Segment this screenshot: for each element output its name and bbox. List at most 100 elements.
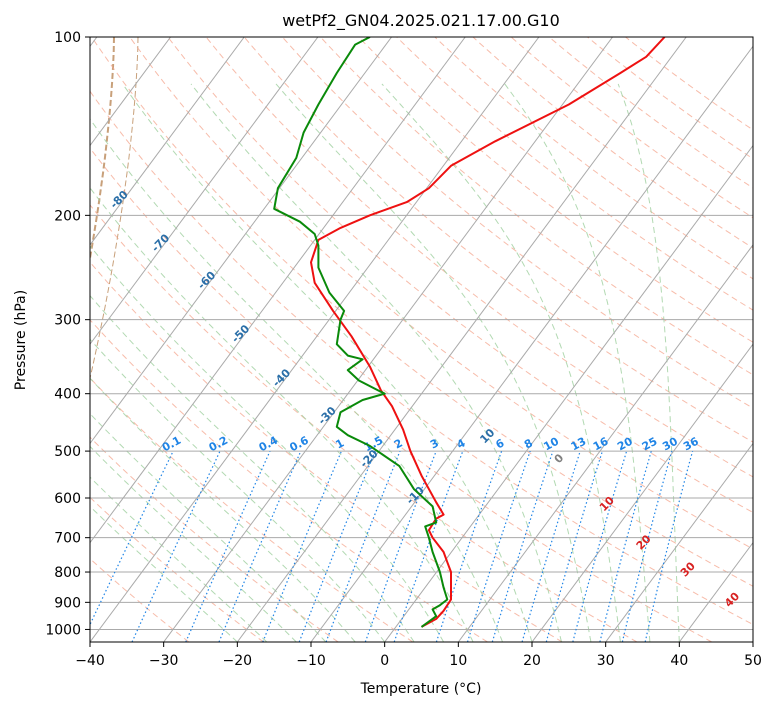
dry-adiabat xyxy=(320,37,753,376)
y-tick-label: 1000 xyxy=(45,622,81,638)
mixing-ratio-label: 25 xyxy=(640,435,660,454)
isotherm xyxy=(90,37,392,445)
mixing-ratio-line xyxy=(466,450,531,642)
dry-adiabat xyxy=(205,37,753,478)
isotherm xyxy=(310,45,753,642)
moist-adiabat xyxy=(381,83,621,642)
dry-adiabat xyxy=(90,496,264,642)
temperature-line xyxy=(310,37,666,628)
x-tick-label: 30 xyxy=(597,653,615,669)
background-lines xyxy=(90,37,753,642)
dry-adiabat xyxy=(90,261,563,642)
mixing-ratio-label: 36 xyxy=(681,435,701,454)
isotherm xyxy=(90,37,466,544)
mixing-ratio-line xyxy=(298,450,376,642)
dry-adiabat xyxy=(90,377,414,642)
mixing-ratio-line xyxy=(491,450,554,642)
moist-adiabat xyxy=(90,245,445,642)
mixing-ratio-label: 16 xyxy=(591,435,611,454)
dry-adiabat xyxy=(587,37,753,160)
mixing-ratio-line xyxy=(599,450,652,642)
y-tick-label: 900 xyxy=(54,595,81,611)
isotherm xyxy=(605,442,753,642)
mixing-ratio-line xyxy=(572,450,628,642)
isotherm xyxy=(531,343,753,642)
x-tick-label: −30 xyxy=(149,653,179,669)
x-tick-label: −10 xyxy=(296,653,326,669)
y-tick-label: 600 xyxy=(54,491,81,507)
isotherm xyxy=(90,37,540,642)
mixing-ratio-label: 13 xyxy=(569,435,589,454)
x-tick-label: 50 xyxy=(744,653,762,669)
x-tick-label: 0 xyxy=(380,653,389,669)
profile-series xyxy=(273,37,666,628)
y-tick-label: 100 xyxy=(54,30,81,46)
x-axis: −40 −30 −20 −10 0 10 20 30 40 50 xyxy=(75,642,762,669)
y-tick-label: 400 xyxy=(54,387,81,403)
isotherm xyxy=(457,244,753,642)
moist-adiabat xyxy=(90,338,386,642)
x-tick-label: −20 xyxy=(223,653,253,669)
mixing-ratio-line xyxy=(185,450,271,642)
y-axis: 100 200 300 400 500 600 700 800 900 1000 xyxy=(45,30,90,638)
mixing-ratio-line xyxy=(325,450,401,642)
isotherm xyxy=(384,144,753,642)
mixing-ratio-line xyxy=(218,450,302,642)
dry-adiabat xyxy=(91,37,753,587)
mixing-ratio-label: 30 xyxy=(660,435,680,454)
dry-adiabat xyxy=(90,204,638,642)
isotherm xyxy=(90,37,319,345)
moist-adiabat xyxy=(504,83,651,642)
mixing-ratio-line xyxy=(644,450,694,642)
isotherm xyxy=(236,37,687,642)
x-tick-label: 20 xyxy=(523,653,541,669)
dry-adiabat xyxy=(167,37,753,514)
moist-adiabat xyxy=(90,445,297,642)
moist-adiabat xyxy=(90,294,415,642)
dry-adiabat xyxy=(396,37,753,311)
isotherm xyxy=(163,37,613,642)
y-tick-label: 500 xyxy=(54,444,81,460)
moist-adiabat xyxy=(90,476,268,642)
dry-adiabat xyxy=(129,37,753,550)
theta-e-curve xyxy=(90,37,139,381)
y-tick-label: 200 xyxy=(54,208,81,224)
isotherm xyxy=(90,37,245,246)
x-tick-label: 40 xyxy=(670,653,688,669)
dry-adiabat xyxy=(510,37,753,219)
plot-frame xyxy=(89,36,754,643)
y-axis-title: Pressure (hPa) xyxy=(13,290,29,390)
moist-adiabat xyxy=(122,83,533,642)
dry-adiabat xyxy=(90,90,753,626)
mixing-ratio-line xyxy=(262,450,343,642)
dry-adiabat xyxy=(358,37,753,343)
x-tick-label: −40 xyxy=(75,653,105,669)
moist-adiabat xyxy=(90,187,474,642)
dewpoint-line xyxy=(273,37,449,628)
y-tick-label: 800 xyxy=(54,565,81,581)
mixing-ratio-line xyxy=(435,450,503,642)
moist-adiabat xyxy=(90,118,503,642)
dry-adiabat xyxy=(90,147,712,642)
y-tick-label: 300 xyxy=(54,313,81,329)
isotherm xyxy=(90,37,171,147)
moist-adiabat xyxy=(90,377,356,642)
x-axis-title: Temperature (°C) xyxy=(360,681,482,697)
mixing-ratio-label: 10 xyxy=(541,435,561,454)
mixing-ratio-line xyxy=(393,450,464,642)
mixing-ratio-label: 20 xyxy=(615,435,635,454)
x-tick-label: 10 xyxy=(449,653,467,669)
mixing-ratio-line xyxy=(545,450,603,642)
moist-adiabat xyxy=(275,83,592,642)
mixing-ratio-line xyxy=(621,450,673,642)
moist-adiabat xyxy=(90,505,238,642)
mixing-ratio-line xyxy=(521,450,581,642)
moist-adiabat xyxy=(617,83,680,642)
moist-adiabat xyxy=(190,83,562,642)
chart-title: wetPf2_GN04.2025.021.17.00.G10 xyxy=(282,11,560,31)
y-tick-label: 700 xyxy=(54,531,81,547)
theta-e-curve xyxy=(90,37,115,264)
dry-adiabat xyxy=(548,37,753,189)
